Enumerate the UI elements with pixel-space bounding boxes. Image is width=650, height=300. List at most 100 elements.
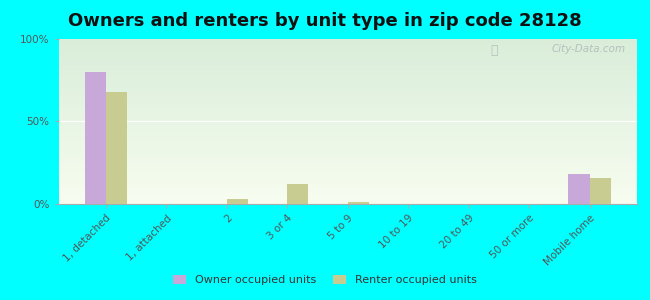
Bar <box>58 179 637 181</box>
Bar <box>58 194 637 196</box>
Bar <box>58 122 637 123</box>
Bar <box>58 189 637 191</box>
Bar <box>58 168 637 169</box>
Bar <box>58 60 637 62</box>
Bar <box>58 110 637 112</box>
Bar <box>58 87 637 88</box>
Bar <box>58 88 637 90</box>
Bar <box>58 153 637 154</box>
Bar <box>58 44 637 46</box>
Bar <box>58 47 637 49</box>
Bar <box>58 103 637 105</box>
Bar <box>58 138 637 140</box>
Bar <box>58 149 637 151</box>
Bar <box>58 64 637 65</box>
Text: ⓘ: ⓘ <box>491 44 498 57</box>
Bar <box>58 146 637 148</box>
Bar <box>58 202 637 204</box>
Bar <box>58 171 637 173</box>
Bar <box>58 182 637 184</box>
Bar <box>58 95 637 97</box>
Bar <box>58 163 637 164</box>
Bar <box>58 193 637 194</box>
Bar <box>58 128 637 130</box>
Bar <box>106 92 127 204</box>
Bar <box>58 67 637 69</box>
Bar <box>58 176 637 178</box>
Bar <box>227 199 248 204</box>
Bar <box>58 82 637 83</box>
Bar <box>58 196 637 197</box>
Bar <box>58 154 637 156</box>
Bar <box>58 131 637 133</box>
Bar <box>58 201 637 202</box>
Bar <box>58 191 637 193</box>
Bar <box>58 39 637 40</box>
Bar <box>58 106 637 108</box>
Bar <box>58 115 637 116</box>
Bar <box>287 184 309 204</box>
Bar <box>58 57 637 59</box>
Bar <box>58 188 637 189</box>
Bar <box>58 133 637 135</box>
Bar <box>58 159 637 161</box>
Bar <box>58 178 637 179</box>
Bar <box>58 42 637 44</box>
Bar <box>58 126 637 128</box>
Bar <box>58 136 637 138</box>
Bar <box>58 143 637 145</box>
Bar <box>58 69 637 70</box>
Bar <box>58 105 637 106</box>
Bar <box>58 166 637 168</box>
Bar <box>58 140 637 141</box>
Bar <box>58 156 637 158</box>
Bar <box>58 56 637 57</box>
Bar <box>58 83 637 85</box>
Bar <box>58 164 637 166</box>
Bar <box>58 102 637 103</box>
Bar <box>568 174 590 204</box>
Bar <box>58 197 637 199</box>
Bar <box>58 98 637 100</box>
Bar <box>58 92 637 93</box>
Bar <box>58 123 637 125</box>
Bar <box>58 116 637 118</box>
Bar <box>58 46 637 47</box>
Bar <box>58 70 637 72</box>
Bar <box>58 54 637 56</box>
Bar <box>58 90 637 92</box>
Bar <box>58 80 637 82</box>
Bar <box>58 97 637 98</box>
Bar <box>58 148 637 149</box>
Bar <box>58 65 637 67</box>
Bar <box>590 178 611 204</box>
Bar <box>58 135 637 136</box>
Bar <box>58 59 637 60</box>
Bar <box>58 169 637 171</box>
Bar <box>58 118 637 120</box>
Bar <box>84 72 106 204</box>
Bar <box>58 62 637 64</box>
Bar <box>58 49 637 50</box>
Bar <box>58 130 637 131</box>
Bar <box>58 52 637 54</box>
Bar <box>58 75 637 77</box>
Text: Owners and renters by unit type in zip code 28128: Owners and renters by unit type in zip c… <box>68 12 582 30</box>
Bar <box>58 120 637 122</box>
Bar <box>58 161 637 163</box>
Bar <box>58 113 637 115</box>
Bar <box>58 158 637 159</box>
Bar <box>58 74 637 75</box>
Bar <box>58 125 637 126</box>
Legend: Owner occupied units, Renter occupied units: Owner occupied units, Renter occupied un… <box>170 272 480 288</box>
Bar <box>58 79 637 80</box>
Bar <box>58 100 637 102</box>
Bar <box>58 108 637 110</box>
Bar <box>58 93 637 95</box>
Bar <box>58 77 637 79</box>
Bar <box>58 181 637 182</box>
Bar <box>58 184 637 186</box>
Bar <box>58 50 637 52</box>
Bar <box>348 202 369 204</box>
Bar <box>58 141 637 143</box>
